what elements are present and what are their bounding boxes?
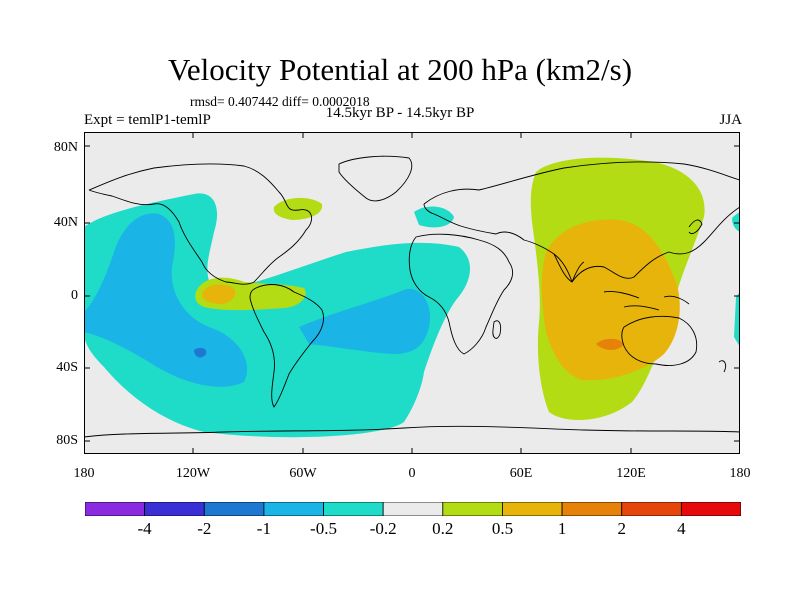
y-tick-40N: 40N (53, 215, 78, 230)
contour-neg-east-edge (732, 212, 740, 232)
colorbar-label-7: 1 (557, 519, 567, 538)
velocity-potential-map (84, 132, 740, 454)
coast-north-america (88, 163, 313, 285)
colorbar-label-6: 0.5 (491, 519, 514, 538)
y-tick-80N: 80N (53, 140, 78, 155)
experiment-label: Expt = temlP1-temlP (84, 112, 211, 128)
coast-greenland (338, 155, 413, 202)
coast-south-america (249, 284, 324, 408)
colorbar-swatch-6 (442, 502, 503, 516)
colorbar-label-0: -4 (137, 519, 152, 538)
colorbar-swatch-10 (680, 502, 741, 516)
x-tick-120W: 120W (175, 466, 211, 481)
x-tick-180-right: 180 (729, 466, 751, 481)
axis-ticks (84, 132, 740, 454)
colorbar-label-5: 0.2 (432, 519, 454, 538)
colorbar-label-1: -2 (197, 519, 212, 538)
coast-australia (621, 315, 698, 366)
colorbar-swatch-0 (85, 502, 146, 516)
x-tick-120E: 120E (616, 466, 646, 481)
coast-new-zealand (718, 360, 727, 373)
coast-india (553, 253, 585, 283)
season-label: JJA (719, 112, 742, 128)
y-tick-40S: 40S (56, 360, 78, 375)
y-tick-80S: 80S (56, 433, 78, 448)
colorbar-swatch-3 (263, 502, 324, 516)
colorbar-label-3: -0.5 (310, 519, 337, 538)
coast-indonesia (603, 291, 690, 311)
x-tick-60W: 60W (289, 466, 317, 481)
colorbar-label-2: -1 (256, 519, 271, 538)
contour-neg-atlantic-mid (299, 288, 430, 354)
contour-neg-north-atlantic (414, 206, 454, 228)
contour-pos-indo-pacific-mid (541, 219, 680, 381)
colorbar-swatch-5 (382, 502, 444, 516)
colorbar (85, 502, 741, 516)
coastlines (84, 155, 740, 438)
contour-neg-east-edge-2 (734, 292, 740, 347)
colorbar-swatch-2 (203, 502, 265, 516)
rmsd-diff-stats: rmsd= 0.407442 diff= 0.0002018 (190, 94, 370, 109)
contour-neg-strong-spot (194, 347, 207, 358)
coast-europe-asia (423, 161, 740, 283)
colorbar-label-8: 2 (617, 519, 626, 538)
colorbar-swatch-9 (621, 502, 682, 516)
contour-neg-pacific-mid (84, 213, 248, 387)
x-tick-60E: 60E (509, 466, 533, 481)
coast-japan (688, 219, 703, 235)
coast-antarctica (84, 425, 740, 438)
contour-pos-strong-spot (596, 338, 624, 350)
y-tick-0: 0 (71, 288, 78, 303)
plot-title: Velocity Potential at 200 hPa (km2/s) (167, 52, 633, 87)
colorbar-swatch-4 (323, 502, 384, 516)
time-period-label: 14.5kyr BP - 14.5kyr BP (325, 105, 475, 121)
colorbar-label-9: 4 (677, 519, 686, 538)
contour-pos-central-america-mid (202, 284, 236, 304)
colorbar-swatch-7 (502, 502, 563, 516)
x-tick-0: 0 (408, 466, 416, 481)
colorbar-swatch-8 (561, 502, 623, 516)
coast-madagascar (492, 320, 502, 339)
colorbar-swatch-1 (144, 502, 205, 516)
x-tick-180-left: 180 (73, 466, 95, 481)
coast-africa (408, 233, 514, 355)
colorbar-label-4: -0.2 (369, 519, 397, 538)
